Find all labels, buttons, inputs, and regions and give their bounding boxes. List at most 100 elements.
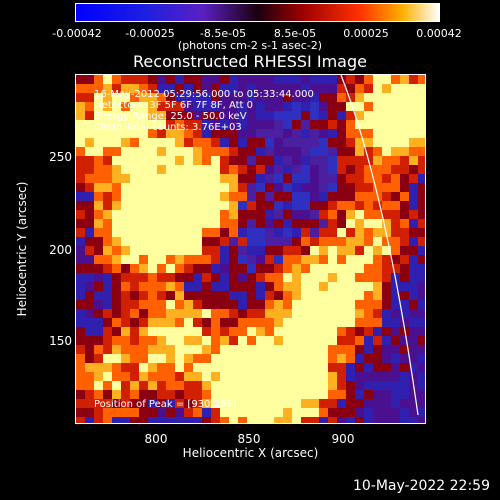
- heatmap-cell: [148, 417, 157, 423]
- heatmap-cell: [409, 129, 418, 138]
- heatmap-cell: [292, 93, 301, 102]
- heatmap-cell: [301, 417, 310, 423]
- heatmap-cell: [184, 345, 193, 354]
- heatmap-cell: [409, 120, 418, 129]
- heatmap-cell: [418, 309, 425, 318]
- heatmap-cell: [265, 282, 274, 291]
- heatmap-cell: [310, 156, 319, 165]
- heatmap-cell: [391, 300, 400, 309]
- heatmap-cell: [193, 129, 202, 138]
- heatmap-cell: [139, 282, 148, 291]
- heatmap-cell: [76, 174, 85, 183]
- heatmap-cell: [355, 174, 364, 183]
- heatmap-cell: [382, 201, 391, 210]
- heatmap-cell: [238, 327, 247, 336]
- heatmap-cell: [247, 102, 256, 111]
- heatmap-cell: [319, 318, 328, 327]
- heatmap-cell: [193, 390, 202, 399]
- heatmap-cell: [76, 75, 85, 84]
- heatmap-cell: [400, 390, 409, 399]
- heatmap-cell: [256, 291, 265, 300]
- heatmap-cell: [157, 336, 166, 345]
- heatmap-cell: [400, 120, 409, 129]
- heatmap-cell: [256, 120, 265, 129]
- heatmap-cell: [139, 399, 148, 408]
- heatmap-cell: [409, 237, 418, 246]
- heatmap-cell: [256, 372, 265, 381]
- heatmap-cell: [382, 291, 391, 300]
- heatmap-cell: [418, 237, 425, 246]
- heatmap-cell: [265, 165, 274, 174]
- heatmap-cell: [103, 327, 112, 336]
- heatmap-cell: [175, 219, 184, 228]
- heatmap-cell: [328, 102, 337, 111]
- heatmap-cell: [274, 318, 283, 327]
- heatmap-cell: [274, 138, 283, 147]
- heatmap-cell: [211, 246, 220, 255]
- heatmap-cell: [166, 111, 175, 120]
- heatmap-cell: [94, 246, 103, 255]
- heatmap-cell: [301, 111, 310, 120]
- heatmap-cell: [112, 336, 121, 345]
- heatmap-cell: [391, 408, 400, 417]
- heatmap-cell: [157, 381, 166, 390]
- heatmap-cell: [319, 219, 328, 228]
- heatmap-cell: [400, 192, 409, 201]
- heatmap-cell: [238, 147, 247, 156]
- heatmap-cell: [328, 408, 337, 417]
- heatmap-cell: [283, 345, 292, 354]
- heatmap-cell: [301, 102, 310, 111]
- heatmap-cell: [238, 246, 247, 255]
- heatmap-cell: [292, 192, 301, 201]
- heatmap-cell: [382, 183, 391, 192]
- heatmap-cell: [139, 228, 148, 237]
- heatmap-cell: [238, 192, 247, 201]
- heatmap-cell: [229, 273, 238, 282]
- heatmap-cell: [283, 228, 292, 237]
- heatmap-cell: [310, 183, 319, 192]
- heatmap-cell: [319, 264, 328, 273]
- heatmap-cell: [157, 318, 166, 327]
- heatmap-cell: [238, 219, 247, 228]
- heatmap-cell: [265, 273, 274, 282]
- heatmap-cell: [418, 84, 425, 93]
- heatmap-cell: [283, 336, 292, 345]
- heatmap-cell: [229, 408, 238, 417]
- heatmap-cell: [283, 417, 292, 423]
- heatmap-cell: [283, 300, 292, 309]
- heatmap-cell: [76, 237, 85, 246]
- heatmap-cell: [256, 246, 265, 255]
- heatmap-cell: [112, 363, 121, 372]
- heatmap-cell: [301, 336, 310, 345]
- heatmap-cell: [292, 174, 301, 183]
- heatmap-cell: [247, 372, 256, 381]
- heatmap-cell: [409, 327, 418, 336]
- heatmap-cell: [238, 345, 247, 354]
- heatmap-cell: [400, 237, 409, 246]
- heatmap-cell: [85, 345, 94, 354]
- heatmap-cell: [355, 219, 364, 228]
- heatmap-cell: [193, 318, 202, 327]
- heatmap-cell: [121, 327, 130, 336]
- heatmap-cell: [166, 102, 175, 111]
- heatmap-cell: [184, 300, 193, 309]
- heatmap-cell: [193, 156, 202, 165]
- heatmap-cell: [373, 309, 382, 318]
- heatmap-cell: [292, 165, 301, 174]
- colorbar-tick: -0.00042: [52, 27, 102, 40]
- heatmap-cell: [166, 165, 175, 174]
- heatmap-cell: [85, 399, 94, 408]
- heatmap-cell: [373, 390, 382, 399]
- heatmap-cell: [166, 282, 175, 291]
- heatmap-cell: [166, 93, 175, 102]
- heatmap-cell: [283, 309, 292, 318]
- heatmap-cell: [85, 165, 94, 174]
- heatmap-cell: [346, 237, 355, 246]
- heatmap-cell: [238, 336, 247, 345]
- heatmap-cell: [184, 327, 193, 336]
- heatmap-cell: [265, 183, 274, 192]
- heatmap-cell: [139, 201, 148, 210]
- heatmap-cell: [103, 210, 112, 219]
- heatmap-cell: [319, 93, 328, 102]
- heatmap-cell: [238, 138, 247, 147]
